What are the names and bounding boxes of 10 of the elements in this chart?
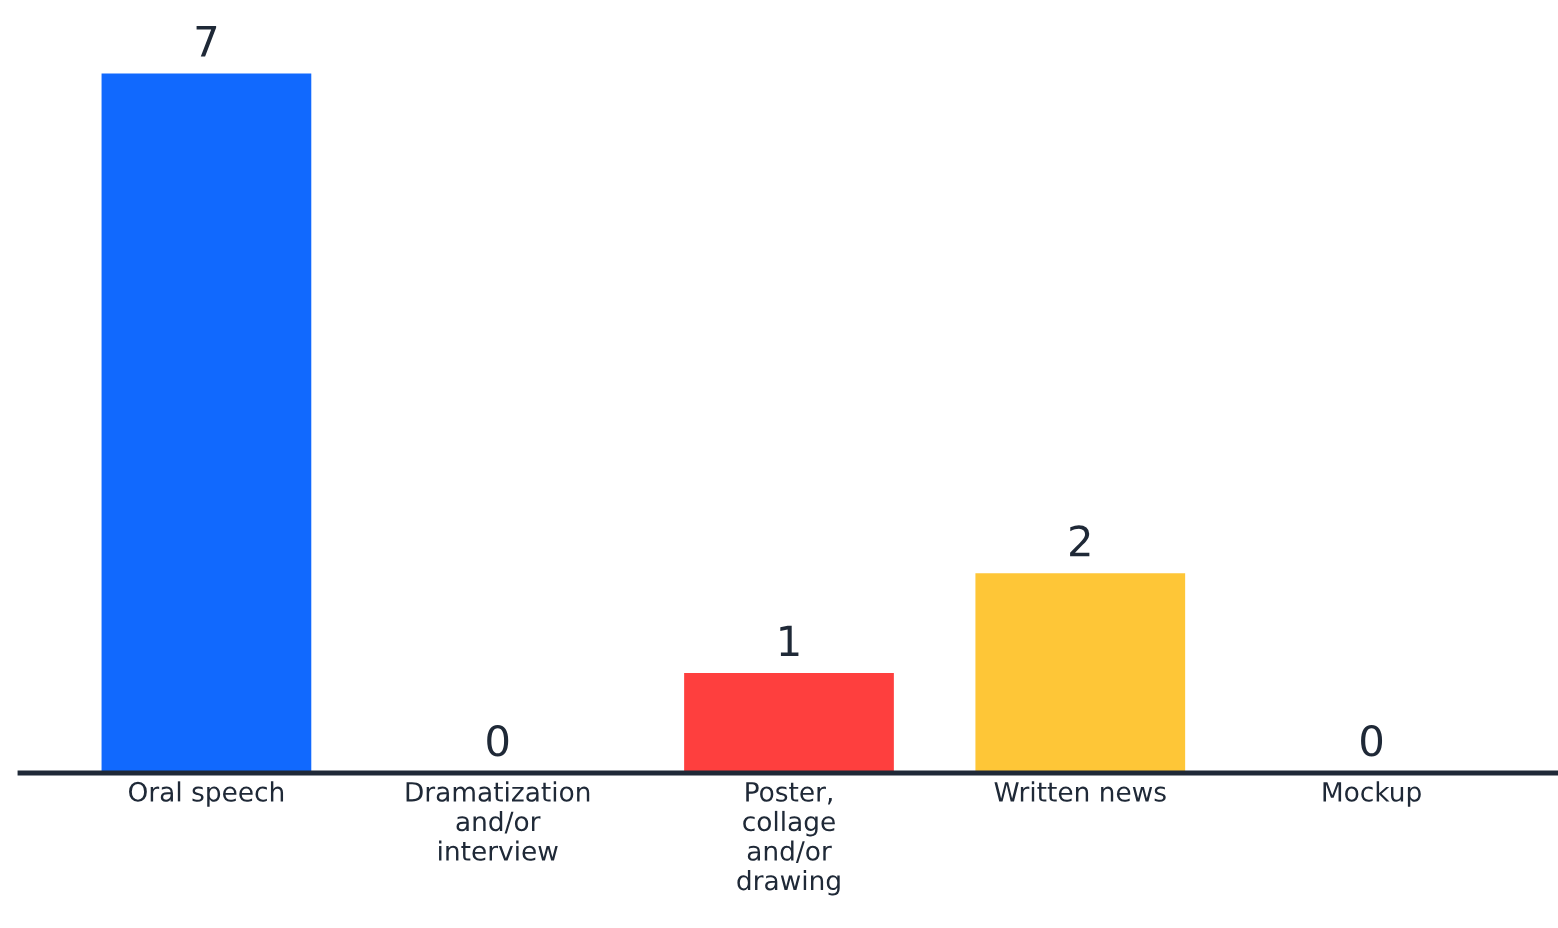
x-tick-label: Mockup — [1323, 781, 1421, 807]
x-tick-label: Written news — [994, 781, 1166, 802]
data-label: 0 — [1361, 725, 1383, 757]
data-label: 1 — [780, 625, 799, 657]
x-tick-label: Oral speech — [129, 781, 284, 807]
x-tick-label: Dramatization and/or interview — [406, 781, 590, 861]
data-label: 2 — [1070, 525, 1090, 557]
data-label: 0 — [487, 725, 509, 757]
x-tick-label: Poster, collage and/or drawing — [737, 782, 840, 896]
data-label: 7 — [196, 26, 217, 57]
